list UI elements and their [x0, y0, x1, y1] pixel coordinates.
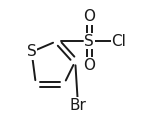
Text: Cl: Cl: [111, 34, 126, 49]
Text: S: S: [84, 34, 94, 49]
Text: S: S: [27, 44, 36, 59]
Text: Br: Br: [70, 98, 86, 113]
Text: O: O: [83, 58, 95, 73]
Text: O: O: [83, 9, 95, 24]
